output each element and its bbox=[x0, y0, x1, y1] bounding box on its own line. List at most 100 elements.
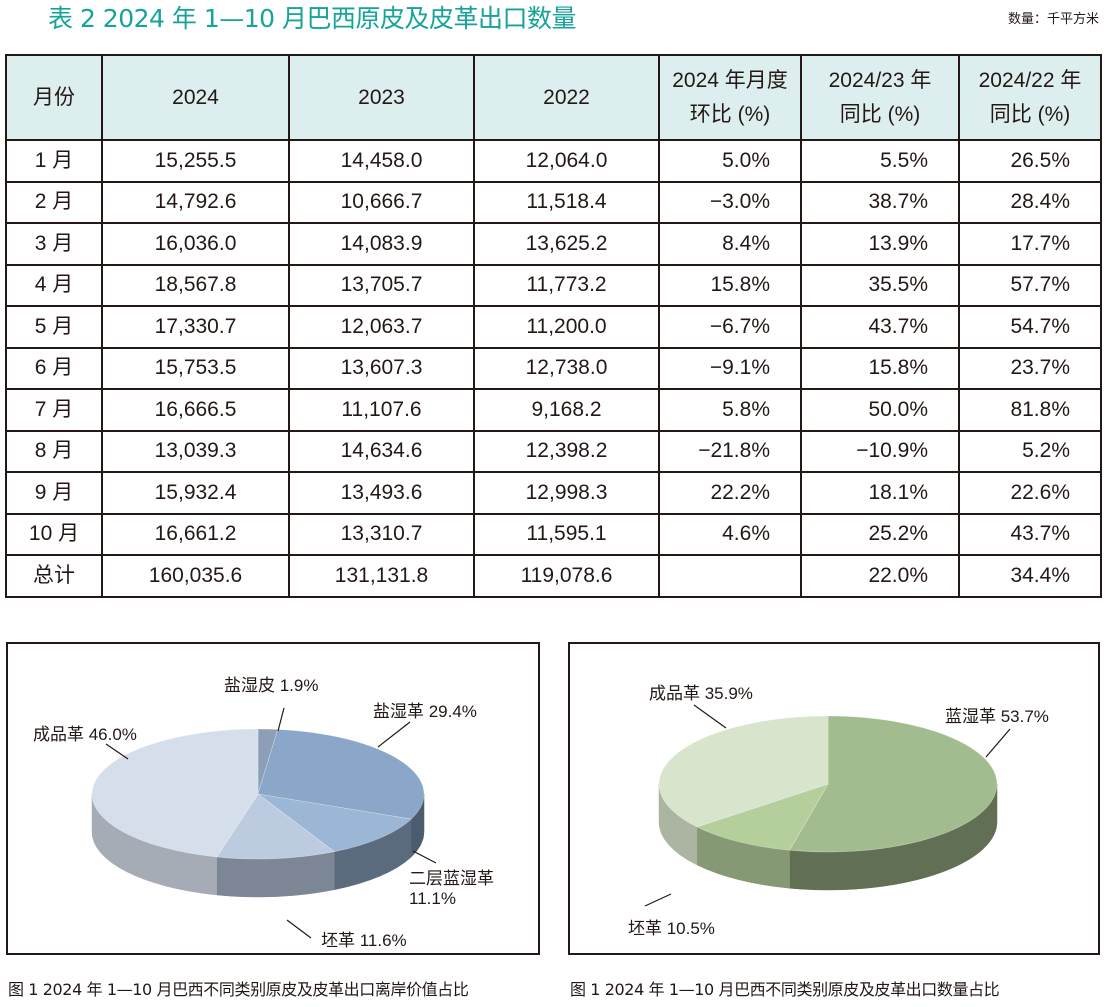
table-cell: 14,792.6 bbox=[101, 180, 290, 224]
column-header: 2024/23 年同比 (%) bbox=[800, 54, 960, 141]
table-cell: 81.8% bbox=[958, 388, 1102, 432]
column-header: 2024/22 年同比 (%) bbox=[958, 54, 1102, 141]
table-cell: 8 月 bbox=[5, 429, 103, 473]
leader-line bbox=[985, 728, 1011, 758]
table-cell: 7 月 bbox=[5, 388, 103, 432]
table-row: 5 月 17,330.7 12,063.7 11,200.0 −6.7% 43.7% 54.… bbox=[5, 305, 1102, 349]
table-cell: 12,063.7 bbox=[288, 305, 475, 349]
table-cell: 2 月 bbox=[5, 180, 103, 224]
table-cell: 43.7% bbox=[800, 305, 960, 349]
table-cell: −9.1% bbox=[658, 346, 802, 390]
pie-slice bbox=[257, 793, 412, 853]
table-cell: 14,083.9 bbox=[288, 222, 475, 266]
table-cell: 10,666.7 bbox=[288, 180, 475, 224]
table-cell: −6.7% bbox=[658, 305, 802, 349]
table-cell: 5.0% bbox=[658, 139, 802, 183]
table-cell: 23.7% bbox=[958, 346, 1102, 390]
table-cell: −10.9% bbox=[800, 429, 960, 473]
pie-slice bbox=[658, 715, 829, 828]
column-header-line1: 2024/23 年 bbox=[828, 68, 932, 92]
table-cell: 28.4% bbox=[958, 180, 1102, 224]
table-cell: 14,458.0 bbox=[288, 139, 475, 183]
table-cell: 15,932.4 bbox=[101, 471, 290, 515]
column-header-line1: 2024 bbox=[172, 85, 219, 109]
table-cell: −21.8% bbox=[658, 429, 802, 473]
table-cell: 10 月 bbox=[5, 512, 103, 556]
table-cell: 12,738.0 bbox=[473, 346, 660, 390]
pie-label: 坯革 10.5% bbox=[628, 919, 715, 938]
column-header-line1: 月份 bbox=[33, 85, 75, 109]
table-cell bbox=[658, 554, 802, 598]
leader-line bbox=[412, 850, 437, 864]
table-cell: 5 月 bbox=[5, 305, 103, 349]
table-cell: 5.8% bbox=[658, 388, 802, 432]
table-cell: 22.6% bbox=[958, 471, 1102, 515]
chart-1-caption: 图 1 2024 年 1—10 月巴西不同类别原皮及皮革出口离岸价值占比 bbox=[8, 980, 469, 999]
table-cell: 13,607.3 bbox=[288, 346, 475, 390]
table-cell: 4 月 bbox=[5, 263, 103, 307]
table-cell: 18,567.8 bbox=[101, 263, 290, 307]
chart-2-caption: 图 1 2024 年 1—10 月巴西不同类别原皮及皮革出口数量占比 bbox=[570, 980, 1000, 999]
table-cell: 160,035.6 bbox=[101, 554, 290, 598]
table-cell: 11,200.0 bbox=[473, 305, 660, 349]
pie-label: 坯革 11.6% bbox=[321, 931, 407, 950]
table-cell: 8.4% bbox=[658, 222, 802, 266]
leader-line bbox=[277, 707, 285, 732]
table-cell: 38.7% bbox=[800, 180, 960, 224]
column-header: 2023 bbox=[288, 54, 475, 141]
table-title: 表 2 2024 年 1—10 月巴西原皮及皮革出口数量 bbox=[48, 4, 576, 33]
pie-label: 成品革 35.9% bbox=[649, 684, 753, 703]
leader-line bbox=[377, 721, 411, 748]
table-row: 6 月 15,753.5 13,607.3 12,738.0 −9.1% 15.8% 23.… bbox=[5, 346, 1102, 390]
table-cell: 15.8% bbox=[658, 263, 802, 307]
column-header: 月份 bbox=[5, 54, 103, 141]
table-cell: 25.2% bbox=[800, 512, 960, 556]
table-cell: 18.1% bbox=[800, 471, 960, 515]
pie-slice bbox=[216, 793, 336, 860]
table-cell: 6 月 bbox=[5, 346, 103, 390]
table-cell: 14,634.6 bbox=[288, 429, 475, 473]
column-header: 2024 bbox=[101, 54, 290, 141]
table-row: 8 月 13,039.3 14,634.6 12,398.2 −21.8% −10.9% 5… bbox=[5, 429, 1102, 473]
column-header-line2: 环比 (%) bbox=[689, 102, 771, 126]
table-row: 9 月 15,932.4 13,493.6 12,998.3 22.2% 18.1% 22.… bbox=[5, 471, 1102, 515]
pie-label-line2: 11.1% bbox=[409, 889, 456, 908]
table-cell: 17.7% bbox=[958, 222, 1102, 266]
pie-slice bbox=[257, 728, 279, 795]
column-header-line1: 2024 年月度 bbox=[672, 68, 788, 92]
table-cell: 12,998.3 bbox=[473, 471, 660, 515]
column-header-line1: 2023 bbox=[358, 85, 405, 109]
table-cell: 3 月 bbox=[5, 222, 103, 266]
pie-label: 盐湿革 29.4% bbox=[373, 702, 477, 721]
column-header-line1: 2022 bbox=[543, 85, 590, 109]
table-cell: 5.5% bbox=[800, 139, 960, 183]
column-header: 2024 年月度 环比 (%) bbox=[658, 54, 802, 141]
table-cell: 12,064.0 bbox=[473, 139, 660, 183]
table-row: 1 月 15,255.5 14,458.0 12,064.0 5.0% 5.5% 26.5% bbox=[5, 139, 1102, 183]
column-header-line2: 同比 (%) bbox=[989, 102, 1071, 126]
table-cell: 54.7% bbox=[958, 305, 1102, 349]
table-cell: 43.7% bbox=[958, 512, 1102, 556]
export-table: 月份 2024 2023 2022 2024 年月度 环比 (%) 2024/23 年同比 … bbox=[5, 54, 1102, 598]
table-cell: 1 月 bbox=[5, 139, 103, 183]
pie-chart-quantity-share: 蓝湿革 53.7% 坯革 10.5% 成品革 35.9% bbox=[568, 642, 1100, 955]
table-cell: 57.7% bbox=[958, 263, 1102, 307]
table-cell: 4.6% bbox=[658, 512, 802, 556]
table-cell: 15,255.5 bbox=[101, 139, 290, 183]
pie-label: 二层蓝湿革 bbox=[409, 869, 494, 888]
table-cell: 11,107.6 bbox=[288, 388, 475, 432]
table-cell: 15,753.5 bbox=[101, 346, 290, 390]
table-cell: 9,168.2 bbox=[473, 388, 660, 432]
leader-line bbox=[644, 893, 672, 907]
table-cell: 16,661.2 bbox=[101, 512, 290, 556]
table-cell: 22.2% bbox=[658, 471, 802, 515]
table-cell: 16,036.0 bbox=[101, 222, 290, 266]
leader-line bbox=[286, 919, 312, 939]
table-cell: 12,398.2 bbox=[473, 429, 660, 473]
pie-label: 盐湿皮 1.9% bbox=[224, 676, 318, 695]
table-row: 3 月 16,036.0 14,083.9 13,625.2 8.4% 13.9% 17.7… bbox=[5, 222, 1102, 266]
table-row: 总计 160,035.6 131,131.8 119,078.6 22.0% 34.4% bbox=[5, 554, 1102, 598]
pie-sides bbox=[91, 793, 425, 898]
table-body: 1 月 15,255.5 14,458.0 12,064.0 5.0% 5.5% 26.5%… bbox=[5, 139, 1102, 598]
table-cell: 11,595.1 bbox=[473, 512, 660, 556]
